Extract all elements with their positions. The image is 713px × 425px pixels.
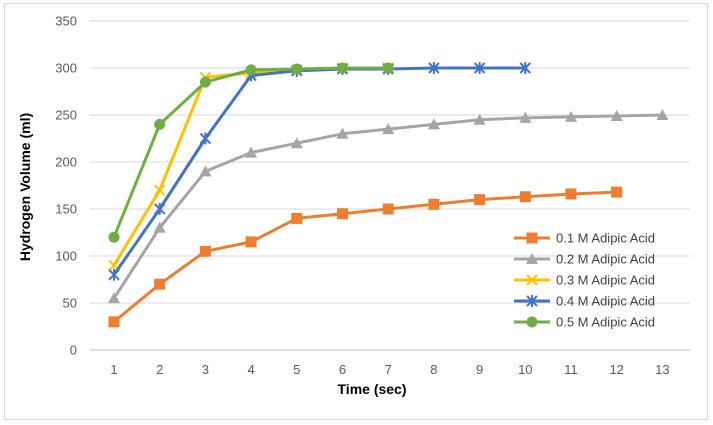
x-tick-label: 3	[202, 362, 209, 377]
x-tick-label: 1	[110, 362, 117, 377]
series-layer	[108, 62, 669, 328]
x-tick-label: 6	[339, 362, 346, 377]
legend-label: 0.3 M Adipic Acid	[556, 273, 655, 288]
data-point	[337, 62, 348, 74]
data-point	[337, 208, 348, 220]
legend-item: 0.2 M Adipic Acid	[514, 252, 655, 267]
data-point	[428, 62, 440, 74]
x-tick-label: 5	[293, 362, 300, 377]
y-axis-title: Hydrogen Volume (ml)	[17, 113, 33, 261]
legend-marker	[526, 316, 538, 328]
x-tick-label: 13	[655, 362, 669, 377]
legend-item: 0.1 M Adipic Acid	[514, 231, 655, 246]
legend-marker	[526, 274, 538, 286]
data-point	[611, 186, 623, 198]
data-point	[108, 292, 120, 304]
series-line	[113, 190, 617, 323]
series-2	[108, 109, 669, 304]
y-tick-label: 300	[55, 61, 77, 76]
series-1	[108, 186, 623, 328]
data-point	[199, 76, 211, 88]
data-point	[382, 123, 395, 135]
data-point	[565, 188, 577, 200]
x-tick-label: 8	[430, 362, 437, 377]
data-point	[154, 118, 166, 130]
x-tick-label: 9	[476, 362, 483, 377]
data-point	[199, 245, 211, 257]
legend-label: 0.1 M Adipic Acid	[556, 231, 655, 246]
data-point	[245, 64, 257, 76]
data-point	[153, 221, 166, 233]
data-point	[382, 62, 394, 74]
legend-marker	[526, 295, 538, 307]
data-point	[199, 132, 212, 145]
x-tick-label: 10	[518, 362, 532, 377]
legend-label: 0.5 M Adipic Acid	[556, 315, 655, 330]
data-point	[656, 109, 669, 120]
legend-marker	[526, 232, 538, 244]
legend-item: 0.5 M Adipic Acid	[514, 315, 655, 330]
legend-item: 0.4 M Adipic Acid	[514, 294, 655, 309]
legend-label: 0.4 M Adipic Acid	[556, 294, 655, 309]
series-5	[108, 62, 394, 243]
data-point	[245, 236, 257, 248]
data-point	[427, 118, 440, 130]
legend-marker	[526, 253, 538, 264]
y-tick-label: 200	[55, 155, 77, 170]
x-tick-label: 12	[609, 362, 623, 377]
data-point	[336, 127, 349, 139]
x-axis-title: Time (sec)	[338, 381, 407, 397]
data-point	[108, 268, 120, 281]
data-point	[519, 111, 532, 123]
data-point	[245, 146, 258, 158]
data-point	[565, 110, 577, 122]
y-tick-label: 100	[55, 249, 77, 264]
x-tick-label: 11	[564, 362, 578, 377]
series-line	[112, 66, 526, 276]
data-point	[474, 194, 486, 206]
data-point	[473, 62, 486, 74]
data-point	[519, 62, 532, 74]
data-point	[154, 278, 166, 290]
data-point	[108, 231, 120, 243]
y-tick-label: 350	[55, 14, 77, 29]
data-point	[291, 63, 303, 75]
x-tick-label: 7	[385, 362, 392, 377]
data-point	[199, 165, 212, 177]
data-point	[610, 109, 623, 121]
data-point	[291, 212, 303, 224]
data-point	[382, 203, 394, 215]
data-point	[153, 184, 166, 196]
data-point	[290, 137, 303, 149]
data-point	[153, 203, 166, 215]
y-tick-label: 50	[63, 296, 77, 311]
x-tick-label: 4	[247, 362, 254, 377]
data-point	[428, 198, 440, 210]
data-point	[519, 191, 531, 203]
y-axis-ticks: 0 50 100 150 200 250 300 350	[55, 14, 77, 358]
legend-label: 0.2 M Adipic Acid	[556, 252, 655, 267]
y-tick-label: 150	[55, 202, 77, 217]
data-point	[473, 113, 486, 125]
series-4	[108, 62, 532, 281]
y-tick-label: 250	[55, 108, 77, 123]
x-tick-label: 2	[156, 362, 163, 377]
legend: 0.1 M Adipic Acid 0.2 M Adipic Acid 0.3 M …	[514, 231, 655, 330]
y-tick-label: 0	[70, 343, 77, 358]
x-axis-ticks: 1 2 3 4 5 6 7 8 9 10 11 12 13	[110, 362, 669, 377]
data-point	[108, 316, 120, 328]
legend-item: 0.3 M Adipic Acid	[514, 273, 655, 288]
